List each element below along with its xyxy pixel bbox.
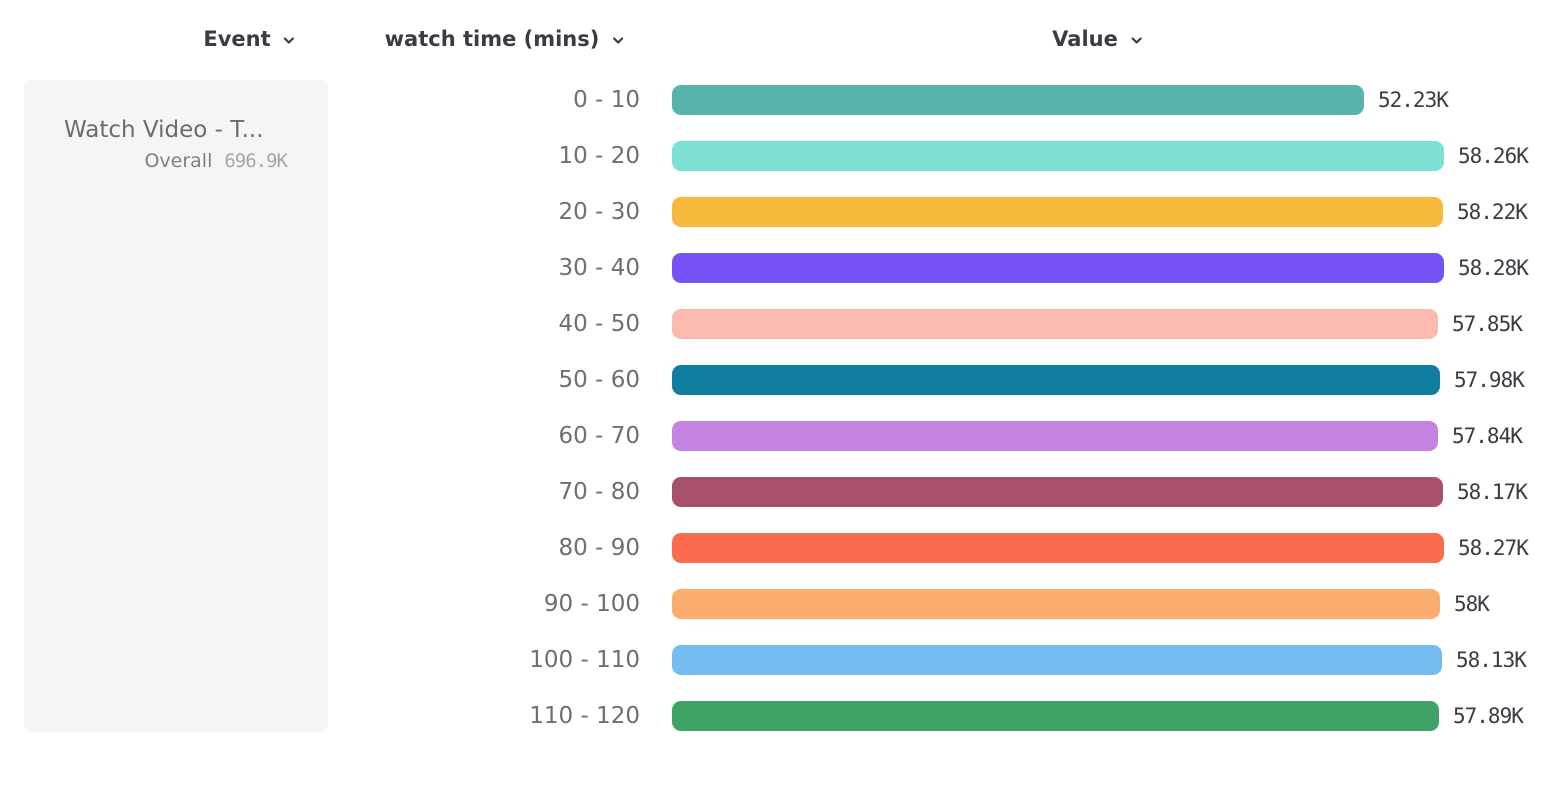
category-label: 10 - 20 xyxy=(558,143,640,169)
bar-segment[interactable] xyxy=(672,85,1364,115)
value-label: 57.89K xyxy=(1453,704,1524,728)
chart-row: 40 - 50 57.85K xyxy=(0,309,1528,339)
bar-segment[interactable] xyxy=(672,477,1443,507)
value-label: 52.23K xyxy=(1378,88,1449,112)
category-label: 60 - 70 xyxy=(558,423,640,449)
category-label: 80 - 90 xyxy=(558,535,640,561)
overall-label: Overall xyxy=(144,150,213,172)
chart-row: 30 - 40 58.28K xyxy=(0,253,1529,283)
value-label: 58.28K xyxy=(1458,256,1529,280)
bar-segment[interactable] xyxy=(672,309,1438,339)
category-label: 40 - 50 xyxy=(558,311,640,337)
value-column-dropdown[interactable]: Value xyxy=(1052,27,1144,51)
breakdown-column-dropdown[interactable]: watch time (mins) xyxy=(385,27,626,51)
value-column-label: Value xyxy=(1052,27,1118,51)
bar-segment[interactable] xyxy=(672,421,1438,451)
chart-row: 110 - 120 57.89K xyxy=(0,701,1528,731)
category-label: 0 - 10 xyxy=(573,87,640,113)
category-label: 70 - 80 xyxy=(558,479,640,505)
event-overall-row: Overall 696.9K xyxy=(24,150,288,172)
category-label: 30 - 40 xyxy=(558,255,640,281)
chart-row: 20 - 30 58.22K xyxy=(0,197,1528,227)
value-label: 58.17K xyxy=(1457,480,1528,504)
event-name: Watch Video - T... xyxy=(64,117,264,143)
value-label: 57.84K xyxy=(1452,424,1523,448)
bar-segment[interactable] xyxy=(672,589,1440,619)
chart-row: 100 - 110 58.13K xyxy=(0,645,1528,675)
category-label: 110 - 120 xyxy=(529,703,640,729)
event-panel[interactable]: Watch Video - T... Overall 696.9K xyxy=(24,80,328,732)
chevron-down-icon xyxy=(610,33,625,48)
chart-row: 60 - 70 57.84K xyxy=(0,421,1528,451)
chart-row: 80 - 90 58.27K xyxy=(0,533,1529,563)
chevron-down-icon xyxy=(1129,33,1144,48)
overall-value: 696.9K xyxy=(224,150,288,172)
event-column-label: Event xyxy=(203,27,271,51)
chart-row: 90 - 100 58K xyxy=(0,589,1528,619)
value-label: 58.27K xyxy=(1458,536,1529,560)
chart-row: 70 - 80 58.17K xyxy=(0,477,1528,507)
category-label: 100 - 110 xyxy=(529,647,640,673)
event-column-dropdown[interactable]: Event xyxy=(203,27,296,51)
chart-row: 50 - 60 57.98K xyxy=(0,365,1528,395)
chart-row: 10 - 20 58.26K xyxy=(0,141,1529,171)
bar-segment[interactable] xyxy=(672,365,1440,395)
breakdown-column-label: watch time (mins) xyxy=(384,27,600,51)
category-label: 20 - 30 xyxy=(558,199,640,225)
bar-segment[interactable] xyxy=(672,141,1444,171)
value-label: 57.98K xyxy=(1454,368,1525,392)
bar-segment[interactable] xyxy=(672,197,1443,227)
bar-chart: 0 - 10 52.23K 10 - 20 58.26K 20 - 30 58.22K 30… xyxy=(0,85,1529,757)
value-label: 58.26K xyxy=(1458,144,1529,168)
category-label: 50 - 60 xyxy=(558,367,640,393)
value-label: 58.13K xyxy=(1456,648,1527,672)
bar-segment[interactable] xyxy=(672,701,1439,731)
chart-row: 0 - 10 52.23K xyxy=(0,85,1528,115)
value-label: 58K xyxy=(1454,592,1490,616)
bar-segment[interactable] xyxy=(672,533,1444,563)
bar-segment[interactable] xyxy=(672,253,1444,283)
chevron-down-icon xyxy=(282,33,297,48)
category-label: 90 - 100 xyxy=(543,591,640,617)
value-label: 57.85K xyxy=(1452,312,1523,336)
value-label: 58.22K xyxy=(1457,200,1528,224)
bar-segment[interactable] xyxy=(672,645,1442,675)
